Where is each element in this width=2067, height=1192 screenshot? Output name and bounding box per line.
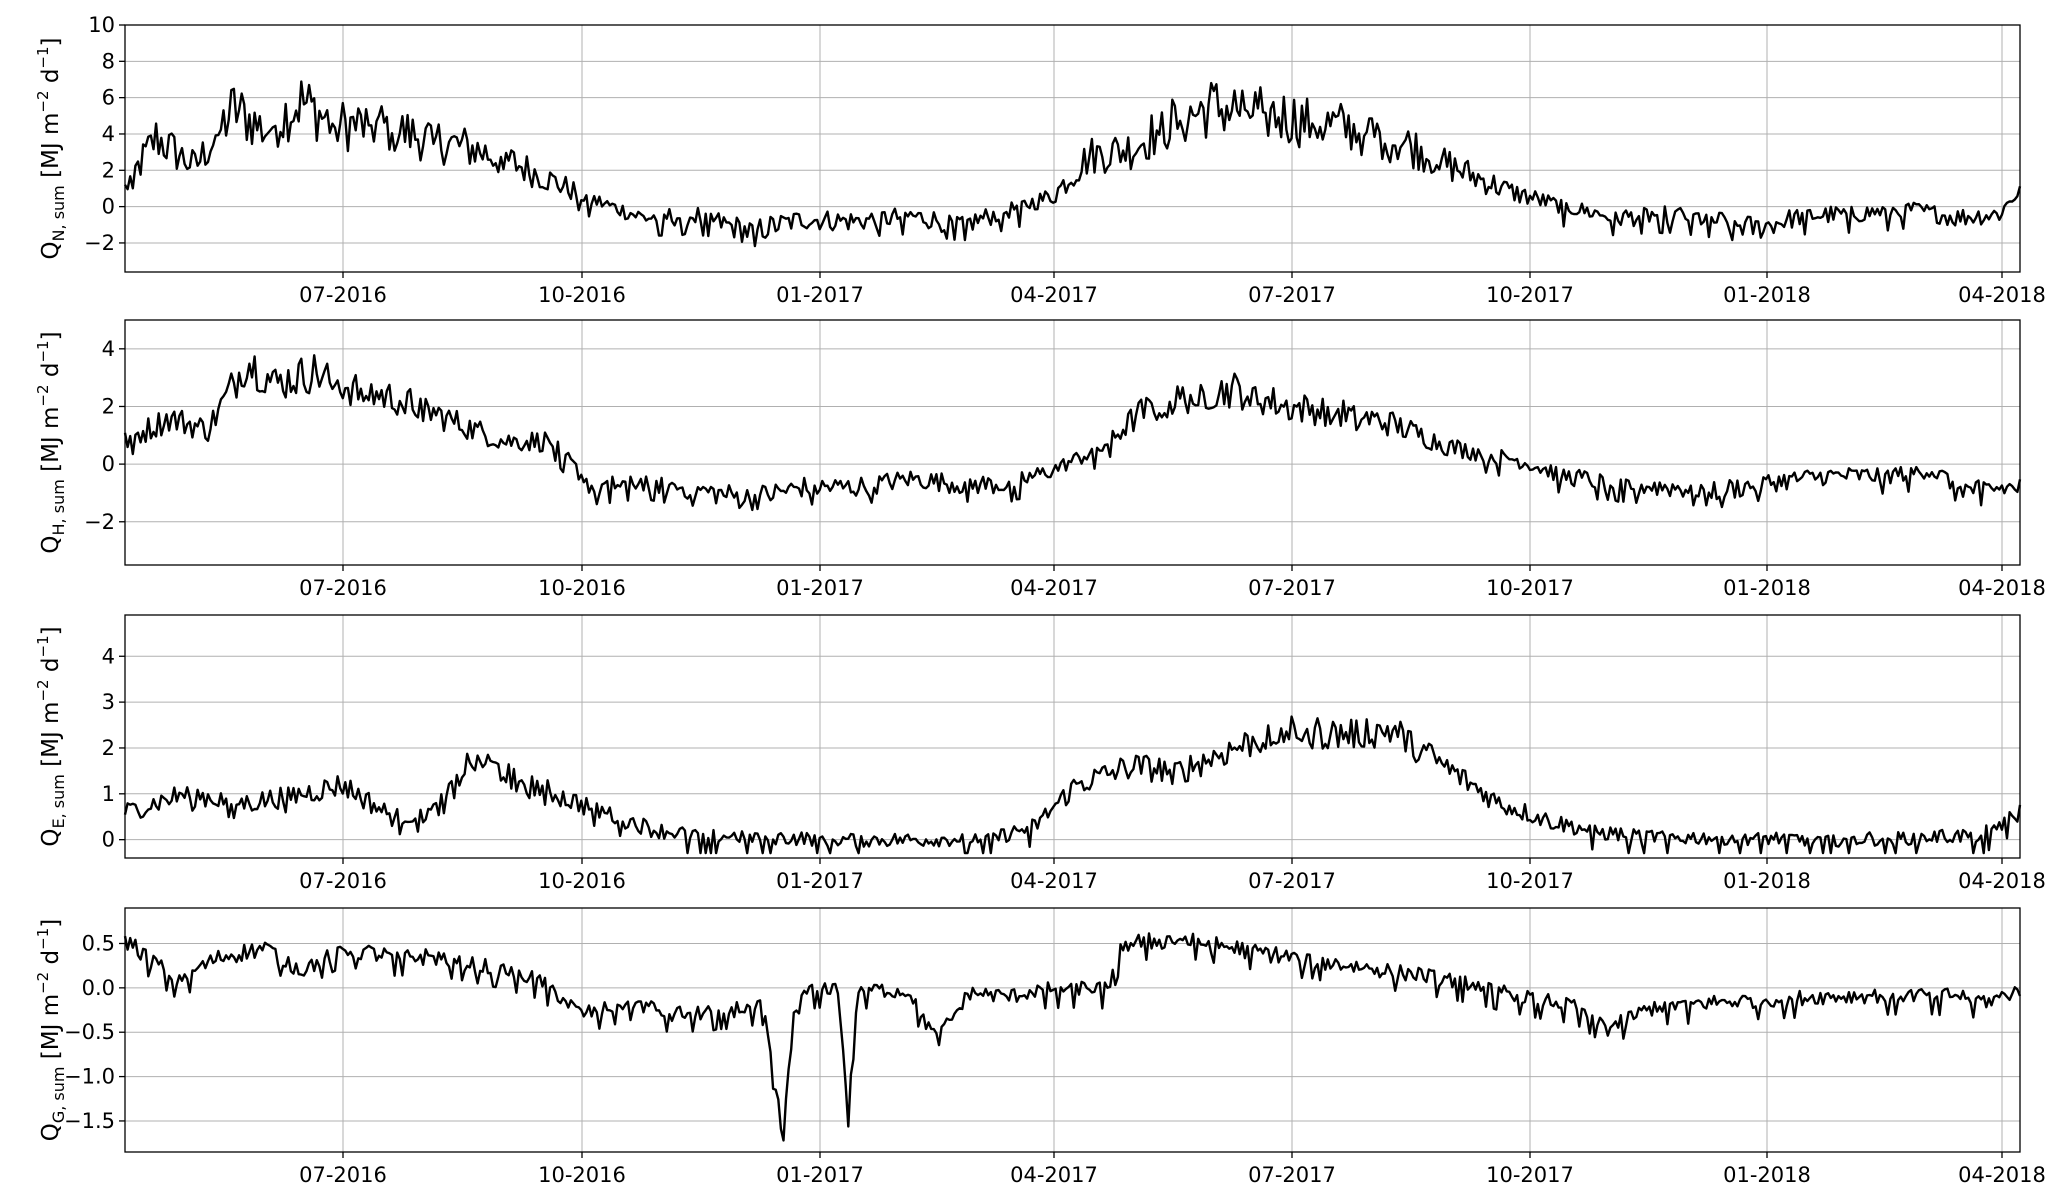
y-tick-label: 10 [88,13,115,37]
x-tick-label: 07-2017 [1248,576,1336,600]
x-tick-label: 10-2017 [1486,1163,1574,1187]
series-line [123,80,2022,248]
y-tick-label: 4 [102,644,115,668]
x-tick-label: 07-2016 [299,869,387,893]
x-tick-label: 10-2017 [1486,576,1574,600]
y-tick-label: 0 [102,452,115,476]
y-axis-label: QH, sum [MJ m−2 d−1] [34,331,68,553]
x-tick-label: 04-2018 [1958,1163,2046,1187]
x-tick-label: 10-2017 [1486,283,1574,307]
y-tick-label: 2 [102,736,115,760]
y-tick-label: 6 [102,86,115,110]
x-tick-label: 04-2017 [1010,1163,1098,1187]
y-tick-label: −2 [84,510,115,534]
x-tick-label: 07-2017 [1248,1163,1336,1187]
x-tick-label: 04-2018 [1958,283,2046,307]
x-tick-label: 04-2017 [1010,869,1098,893]
panel-3: 0 1 2 3 4 07-2016 10-2016 01-2017 04-2017 07-2017… [34,614,2046,893]
y-tick-label: −0.5 [64,1020,115,1044]
y-tick-label: −1.0 [64,1065,115,1089]
panel-4: −1.5 −1.0 −0.5 0.0 0.5 07-2016 10-2016 01-2017 0… [34,907,2046,1187]
x-tick-label: 07-2016 [299,576,387,600]
x-tick-label: 04-2018 [1958,869,2046,893]
y-tick-label: 2 [102,158,115,182]
x-tick-label: 01-2017 [776,576,864,600]
y-tick-label: 0 [102,828,115,852]
x-tick-label: 07-2017 [1248,283,1336,307]
axes-frame [124,24,2021,273]
y-tick-label: −1.5 [64,1109,115,1133]
x-tick-label: 10-2016 [538,869,626,893]
series-line [123,932,2022,1142]
x-tick-label: 07-2016 [299,1163,387,1187]
panel-2: −2 0 2 4 07-2016 10-2016 01-2017 04-2017 07-2017… [34,319,2046,600]
y-tick-label: 0.5 [82,931,115,955]
x-tick-label: 07-2016 [299,283,387,307]
y-axis-label: QG, sum [MJ m−2 d−1] [34,919,68,1142]
x-tick-label: 01-2018 [1723,576,1811,600]
x-tick-label: 01-2017 [776,1163,864,1187]
panel-1: −2 0 2 4 6 8 10 07-2016 10-2016 01-2017 04-2017 07-… [34,13,2046,307]
y-axis-label: QN, sum [MJ m−2 d−1] [34,37,68,259]
x-tick-label: 04-2017 [1010,283,1098,307]
y-axis-label: QE, sum [MJ m−2 d−1] [34,626,68,846]
x-tick-label: 01-2017 [776,869,864,893]
y-tick-label: 4 [102,337,115,361]
y-tick-label: 0.0 [82,976,115,1000]
x-tick-label: 01-2017 [776,283,864,307]
y-tick-label: −2 [84,231,115,255]
y-tick-label: 8 [102,49,115,73]
axes-frame [124,614,2021,859]
x-tick-label: 07-2017 [1248,869,1336,893]
series-line [123,354,2022,512]
y-tick-label: 4 [102,122,115,146]
series-line [123,715,2022,855]
x-tick-label: 01-2018 [1723,283,1811,307]
x-tick-label: 04-2017 [1010,576,1098,600]
y-tick-label: 2 [102,394,115,418]
x-tick-label: 01-2018 [1723,869,1811,893]
y-tick-label: 3 [102,690,115,714]
axes-frame [124,319,2021,566]
y-tick-label: 0 [102,195,115,219]
x-tick-label: 10-2016 [538,1163,626,1187]
y-tick-label: 1 [102,782,115,806]
x-tick-label: 04-2018 [1958,576,2046,600]
axes-frame [124,907,2021,1153]
x-tick-label: 10-2016 [538,576,626,600]
x-tick-label: 10-2016 [538,283,626,307]
x-tick-label: 10-2017 [1486,869,1574,893]
x-tick-label: 01-2018 [1723,1163,1811,1187]
